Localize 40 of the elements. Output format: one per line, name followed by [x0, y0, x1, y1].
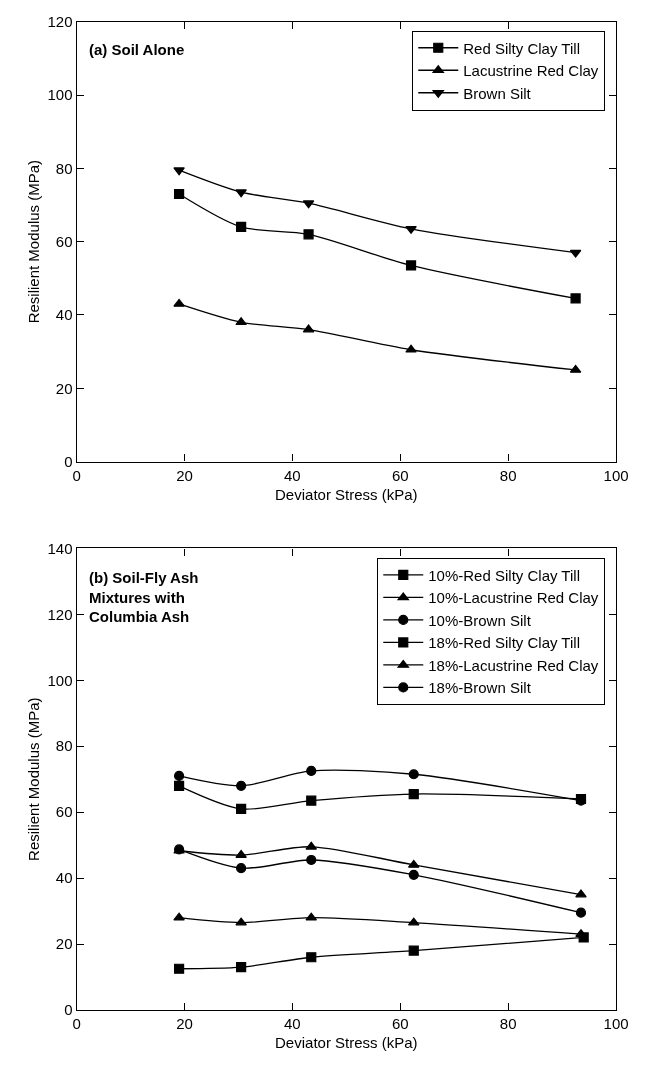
y-tick-label: 60: [55, 232, 73, 250]
x-tick-label: 40: [284, 466, 301, 484]
legend-label: 10%-Brown Silt: [428, 611, 532, 629]
y-tick-label: 100: [47, 671, 73, 689]
y-tick-label: 0: [64, 452, 73, 470]
x-tick-label: 20: [176, 1015, 193, 1033]
y-tick-label: 80: [55, 159, 73, 177]
x-tick-label: 20: [176, 466, 193, 484]
y-tick-label: 100: [47, 86, 73, 104]
y-axis-title: Resilient Modulus (MPa): [24, 697, 42, 861]
x-tick-label: 100: [603, 1015, 629, 1033]
x-tick-label: 80: [499, 466, 517, 484]
x-axis-title: Deviator Stress (kPa): [275, 485, 418, 503]
legend-label: Lacustrine Red Clay: [463, 62, 599, 80]
legend-label: Brown Silt: [463, 84, 532, 102]
legend-label: Red Silty Clay Till: [463, 39, 580, 57]
x-tick-label: 60: [391, 466, 409, 484]
y-tick-label: 40: [55, 306, 73, 324]
y-tick-label: 60: [55, 803, 73, 821]
y-axis-title: Resilient Modulus (MPa): [24, 159, 42, 324]
x-axis-title: Deviator Stress (kPa): [275, 1034, 418, 1052]
text: (a) Soil Alone: [89, 41, 185, 58]
x-tick-label: 80: [499, 1015, 517, 1033]
y-tick-label: 40: [55, 869, 73, 887]
legend-label: 18%-Red Silty Clay Till: [428, 634, 580, 652]
legend-label: 18%-Lacustrine Red Clay: [428, 656, 599, 674]
x-tick-label: 40: [284, 1015, 301, 1033]
legend-label: 10%-Lacustrine Red Clay: [428, 589, 599, 607]
legend-label: 18%-Brown Silt: [428, 679, 532, 697]
y-tick-label: 0: [64, 1001, 73, 1019]
text: (b) Soil-Fly Ash Mixtures with Columbia Ash: [89, 569, 199, 625]
y-tick-label: 140: [47, 539, 73, 557]
x-tick-label: 60: [391, 1015, 409, 1033]
legend-label: 10%-Red Silty Clay Till: [428, 566, 580, 584]
y-tick-label: 80: [55, 737, 73, 755]
y-tick-label: 120: [47, 12, 73, 30]
y-tick-label: 20: [55, 935, 73, 953]
y-tick-label: 20: [55, 379, 73, 397]
x-tick-label: 100: [603, 466, 629, 484]
y-tick-label: 120: [47, 605, 73, 623]
